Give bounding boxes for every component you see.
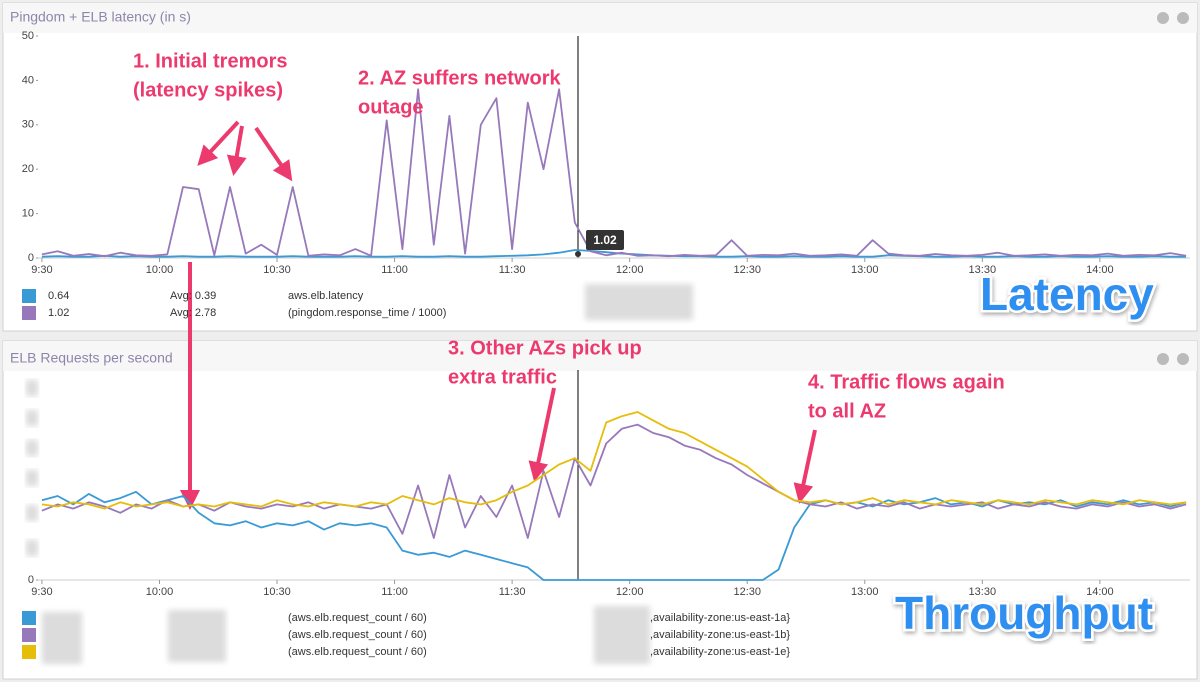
annotation: 3. Other AZs pick up: [448, 337, 642, 359]
annotation: to all AZ: [808, 400, 886, 422]
panel-header: [3, 3, 1197, 33]
legend-label: aws.elb.latency: [288, 290, 364, 302]
legend-avg: Avg: 0.39: [170, 290, 216, 302]
legend-label: (aws.elb.request_count / 60): [288, 646, 427, 658]
x-tick-label: 14:00: [1086, 586, 1114, 598]
x-tick-label: 9:30: [31, 264, 52, 276]
y-tick-label: 50: [22, 30, 34, 42]
legend-swatch: [22, 306, 36, 320]
y-tick-label: 0: [28, 574, 34, 586]
x-tick-label: 13:00: [851, 264, 879, 276]
y-tick-label: 30: [22, 119, 34, 131]
x-tick-label: 14:00: [1086, 264, 1114, 276]
panel: [2, 2, 1198, 332]
tooltip-box: [586, 230, 624, 250]
annotation: 1. Initial tremors: [133, 50, 288, 72]
x-tick-label: 9:30: [31, 586, 52, 598]
series-line: [41, 88, 1187, 258]
legend-label: (aws.elb.request_count / 60): [288, 612, 427, 624]
x-tick-label: 11:00: [381, 264, 408, 276]
legend-swatch: [22, 611, 36, 625]
legend-swatch: [22, 289, 36, 303]
annotation: extra traffic: [448, 366, 557, 388]
y-tick-label: 10: [22, 208, 34, 220]
redacted: [26, 284, 693, 664]
series-line: [41, 411, 1187, 510]
x-tick-label: 13:30: [969, 586, 997, 598]
x-tick-label: 10:30: [263, 264, 291, 276]
x-tick-label: 12:30: [733, 264, 761, 276]
x-tick-label: 10:00: [146, 264, 174, 276]
legend-swatch: [22, 645, 36, 659]
panel-header: [3, 341, 1197, 371]
x-tick-label: 13:30: [969, 264, 997, 276]
annotation: outage: [358, 96, 424, 118]
x-tick-label: 10:30: [263, 586, 291, 598]
legend-label: (aws.elb.request_count / 60): [288, 629, 427, 641]
x-tick-label: 11:30: [499, 264, 526, 276]
y-tick-label: 0: [28, 252, 34, 264]
x-tick-label: 12:00: [616, 264, 644, 276]
legend-tag: ,availability-zone:us-east-1e}: [650, 646, 790, 658]
annotation-arrows: [180, 120, 817, 510]
x-tick-label: 12:30: [733, 586, 761, 598]
legend-label: (pingdom.response_time / 1000): [288, 307, 446, 319]
panel-label: Latency: [980, 268, 1154, 320]
annotation: 4. Traffic flows again: [808, 371, 1005, 393]
chart-title: Pingdom + ELB latency (in s): [10, 9, 191, 25]
x-tick-label: 13:00: [851, 586, 879, 598]
y-tick-label: 20: [22, 163, 34, 175]
panel-icons[interactable]: [1157, 12, 1189, 365]
annotation: (latency spikes): [133, 79, 283, 101]
legend-current: 0.64: [48, 290, 69, 302]
series-line: [41, 249, 1187, 258]
y-tick-label: 40: [22, 74, 34, 86]
legend-swatch: [22, 628, 36, 642]
x-tick-label: 12:00: [616, 586, 644, 598]
hover-dot: [575, 251, 581, 257]
legend-tag: ,availability-zone:us-east-1b}: [650, 629, 790, 641]
x-tick-label: 10:00: [146, 586, 174, 598]
legend-current: 1.02: [48, 307, 69, 319]
chart-title: ELB Requests per second: [10, 350, 173, 366]
panel-label: Throughput: [895, 587, 1153, 639]
x-tick-label: 11:30: [499, 586, 526, 598]
tooltip: 1.02: [593, 233, 617, 247]
x-tick-label: 11:00: [381, 586, 408, 598]
legend-avg: Avg: 2.78: [170, 307, 216, 319]
legend-tag: ,availability-zone:us-east-1a}: [650, 612, 790, 624]
annotation: 2. AZ suffers network: [358, 67, 562, 89]
